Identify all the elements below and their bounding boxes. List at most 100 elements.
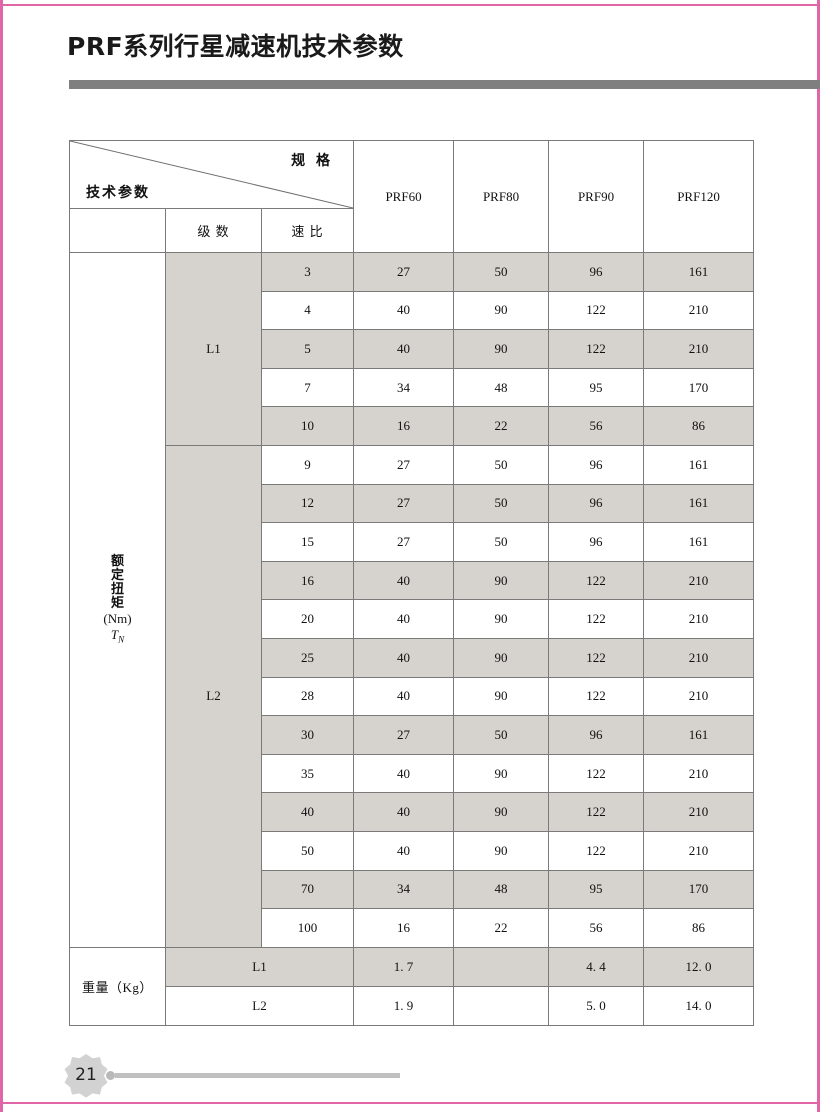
ratio-cell: 28: [260, 676, 355, 717]
header-stages-label: 级 数: [165, 208, 262, 253]
torque-cell-prf80: 90: [453, 599, 550, 639]
torque-cell-prf120: 86: [643, 406, 755, 446]
torque-cell-prf120: 210: [643, 792, 755, 832]
table-row: 30 27 50 96 161: [70, 715, 755, 755]
ratio-cell: 30: [260, 715, 355, 755]
header-ratio-label: 速 比: [260, 208, 355, 253]
torque-cell-prf90: 122: [548, 329, 645, 369]
torque-cell-prf120: 210: [643, 637, 755, 678]
weight-cell-prf120: 12. 0: [643, 946, 755, 987]
table-row: 70 34 48 95 170: [70, 869, 755, 910]
torque-cell-prf60: 27: [353, 522, 455, 562]
ratio-cell: 15: [260, 522, 355, 562]
torque-cell-prf120: 161: [643, 444, 755, 485]
torque-cell-prf80: 50: [453, 444, 550, 485]
ratio-cell: 20: [260, 599, 355, 639]
torque-cell-prf80: 22: [453, 908, 550, 948]
torque-cell-prf80: 48: [453, 869, 550, 910]
torque-cell-prf60: 34: [353, 367, 455, 408]
table-row: 25 40 90 122 210: [70, 637, 755, 678]
page-number-badge: 21: [63, 1052, 109, 1098]
header-spec-label: 规 格: [291, 153, 334, 169]
ratio-cell: 4: [260, 290, 355, 331]
weight-row: L2 1. 9 5. 0 14. 0: [70, 985, 755, 1026]
torque-cell-prf90: 96: [548, 252, 645, 292]
torque-cell-prf80: 90: [453, 830, 550, 871]
ratio-cell: 3: [260, 252, 355, 292]
torque-cell-prf80: 50: [453, 715, 550, 755]
torque-cell-prf80: 90: [453, 290, 550, 331]
torque-cell-prf60: 40: [353, 753, 455, 794]
table-row: L2 9 27 50 96 161: [70, 444, 755, 948]
torque-cell-prf120: 86: [643, 908, 755, 948]
weight-cell-prf80: [453, 985, 550, 1026]
page-border-top: [3, 4, 817, 6]
specification-table: 规 格技术参数 PRF60 PRF80 PRF90 PRF120 级 数速 比额定扭矩 (N…: [68, 140, 755, 1026]
torque-cell-prf90: 96: [548, 444, 645, 485]
table-row: 15 27 50 96 161: [70, 522, 755, 562]
footer-rule: [115, 1072, 400, 1078]
torque-cell-prf120: 161: [643, 522, 755, 562]
weight-cell-prf60: 1. 9: [353, 985, 455, 1026]
torque-cell-prf80: 50: [453, 252, 550, 292]
torque-cell-prf80: 48: [453, 367, 550, 408]
torque-cell-prf80: 90: [453, 792, 550, 832]
torque-cell-prf60: 40: [353, 830, 455, 871]
torque-cell-prf80: 90: [453, 560, 550, 601]
torque-cell-prf60: 40: [353, 560, 455, 601]
ratio-cell: 7: [260, 367, 355, 408]
torque-cell-prf120: 170: [643, 367, 755, 408]
torque-cell-prf90: 96: [548, 522, 645, 562]
torque-cell-prf120: 210: [643, 599, 755, 639]
ratio-cell: 100: [260, 908, 355, 948]
torque-cell-prf60: 16: [353, 406, 455, 446]
weight-cell-prf90: 4. 4: [548, 946, 645, 987]
torque-cell-prf60: 27: [353, 483, 455, 524]
torque-cell-prf80: 90: [453, 753, 550, 794]
page-border-bottom: [3, 1102, 817, 1104]
weight-cell-prf60: 1. 7: [353, 946, 455, 987]
ratio-cell: 12: [260, 483, 355, 524]
torque-cell-prf120: 210: [643, 830, 755, 871]
torque-cell-prf120: 210: [643, 753, 755, 794]
torque-cell-prf90: 122: [548, 290, 645, 331]
page-footer: 21: [63, 1052, 400, 1098]
table-header-row-models: 规 格技术参数 PRF60 PRF80 PRF90 PRF120: [68, 140, 755, 253]
weight-label: 重量（Kg）: [69, 946, 166, 1026]
table-row: 50 40 90 122 210: [70, 830, 755, 871]
torque-cell-prf60: 27: [353, 252, 455, 292]
ratio-cell: 5: [260, 329, 355, 369]
gear-icon: [64, 1054, 108, 1098]
header-param-label: 技术参数: [86, 185, 150, 201]
torque-cell-prf120: 210: [643, 560, 755, 601]
torque-cell-prf90: 122: [548, 830, 645, 871]
weight-stage-l1: L1: [164, 946, 355, 987]
torque-cell-prf60: 27: [353, 715, 455, 755]
torque-cell-prf60: 40: [353, 599, 455, 639]
header-model-prf120: PRF120: [643, 140, 755, 253]
title-divider: [69, 80, 820, 89]
torque-cell-prf90: 95: [548, 367, 645, 408]
torque-cell-prf90: 122: [548, 560, 645, 601]
weight-stage-l2: L2: [164, 985, 355, 1026]
table-row: 28 40 90 122 210: [70, 676, 755, 717]
page-number: 21: [75, 1065, 97, 1085]
ratio-cell: 35: [260, 753, 355, 794]
torque-cell-prf60: 16: [353, 908, 455, 948]
table-row: 5 40 90 122 210: [70, 329, 755, 369]
torque-cell-prf120: 170: [643, 869, 755, 910]
ratio-cell: 16: [260, 560, 355, 601]
torque-cell-prf90: 96: [548, 483, 645, 524]
torque-cell-prf60: 40: [353, 792, 455, 832]
torque-cell-prf60: 40: [353, 290, 455, 331]
ratio-cell: 9: [260, 444, 355, 485]
stage-group-l2: L2: [165, 444, 262, 948]
torque-cell-prf80: 90: [453, 637, 550, 678]
table-row: 100 16 22 56 86: [70, 908, 755, 948]
torque-cell-prf60: 40: [353, 329, 455, 369]
torque-cell-prf90: 56: [548, 406, 645, 446]
ratio-cell: 70: [260, 869, 355, 910]
header-model-prf60: PRF60: [353, 140, 455, 253]
table-row: 12 27 50 96 161: [70, 483, 755, 524]
